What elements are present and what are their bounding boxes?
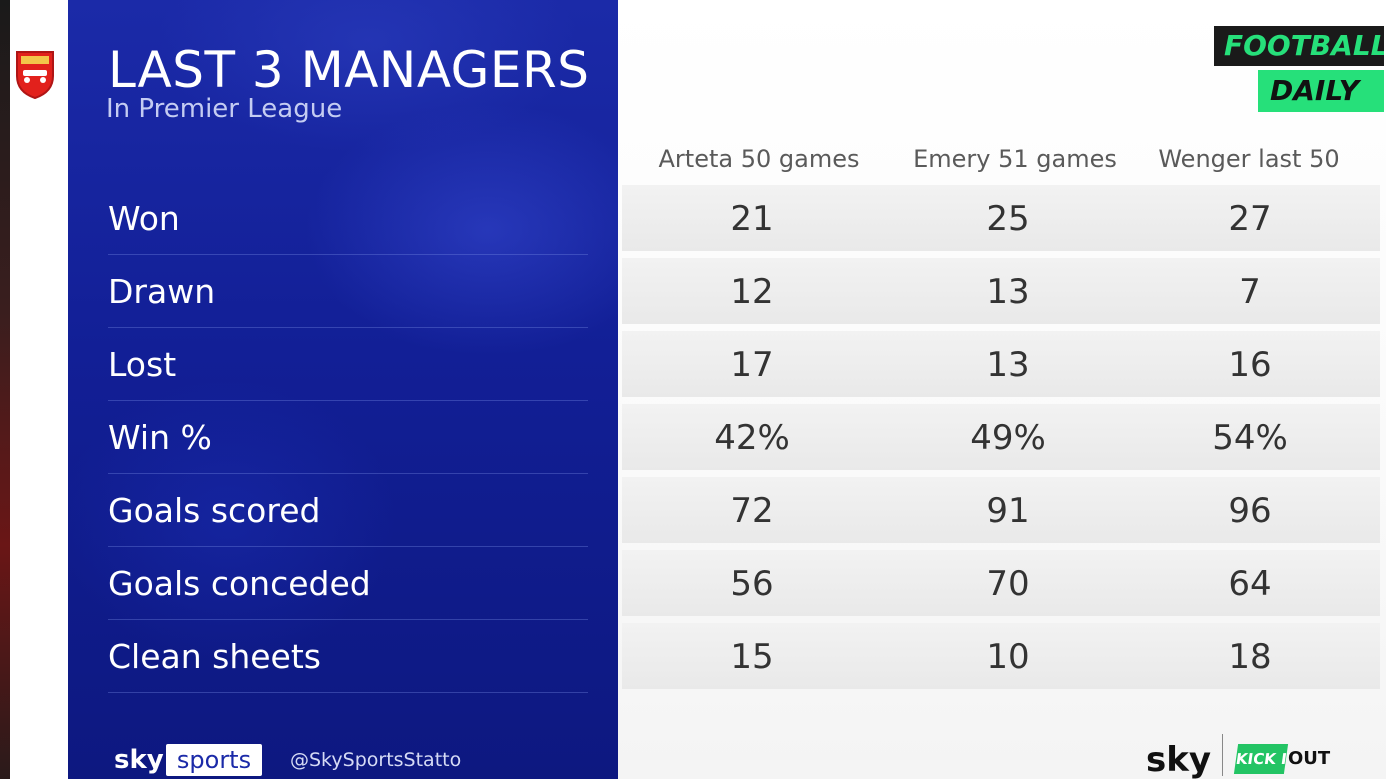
row-divider — [108, 546, 588, 547]
cell-wenger: 27 — [1228, 199, 1272, 239]
kick-it-out-logo: KICK IT OUT — [1233, 740, 1330, 776]
cell-arteta: 72 — [730, 491, 774, 531]
arsenal-crest-icon — [16, 51, 54, 100]
badge-line-2: DAILY — [1258, 70, 1384, 112]
cell-emery: 49% — [970, 418, 1046, 458]
sky-logo: sky — [1146, 740, 1212, 780]
row-band — [622, 477, 1380, 543]
row-label-lost: Lost — [108, 345, 177, 384]
title-panel — [68, 0, 618, 779]
table-row: Won 21 25 27 — [68, 183, 1380, 255]
left-edge-strip — [0, 0, 10, 779]
row-divider — [108, 327, 588, 328]
sky-sports-logo-sports: sports — [166, 744, 262, 776]
row-band — [622, 185, 1380, 251]
row-label-won: Won — [108, 199, 180, 238]
row-band — [622, 550, 1380, 616]
row-label-drawn: Drawn — [108, 272, 216, 311]
badge-line-1: FOOTBALL — [1214, 26, 1384, 66]
cell-arteta: 21 — [730, 199, 774, 239]
kick-it-label: KICK IT — [1233, 744, 1298, 774]
cell-wenger: 7 — [1239, 272, 1261, 312]
row-label-goals-conceded: Goals conceded — [108, 564, 371, 603]
row-label-goals-scored: Goals scored — [108, 491, 321, 530]
row-band — [622, 331, 1380, 397]
cell-emery: 13 — [986, 272, 1030, 312]
cell-emery: 10 — [986, 637, 1030, 677]
row-divider — [108, 400, 588, 401]
cell-emery: 13 — [986, 345, 1030, 385]
twitter-handle: @SkySportsStatto — [290, 749, 462, 771]
cell-emery: 25 — [986, 199, 1030, 239]
sky-sports-logo-sky: sky — [114, 745, 164, 775]
page-subtitle: In Premier League — [106, 94, 343, 124]
page-title: LAST 3 MANAGERS — [108, 41, 590, 99]
column-header-arteta: Arteta 50 games — [658, 145, 860, 173]
cell-arteta: 17 — [730, 345, 774, 385]
cell-arteta: 15 — [730, 637, 774, 677]
out-label: OUT — [1288, 748, 1331, 769]
row-divider — [108, 619, 588, 620]
table-row: Win % 42% 49% 54% — [68, 402, 1380, 474]
logo-separator — [1222, 734, 1223, 776]
football-daily-badge: FOOTBALL DAILY — [1214, 26, 1384, 116]
table-row: Lost 17 13 16 — [68, 329, 1380, 401]
cell-wenger: 18 — [1228, 637, 1272, 677]
row-divider — [108, 254, 588, 255]
row-band — [622, 623, 1380, 689]
cell-arteta: 56 — [730, 564, 774, 604]
row-label-clean-sheets: Clean sheets — [108, 637, 321, 676]
row-band — [622, 258, 1380, 324]
cell-emery: 91 — [986, 491, 1030, 531]
table-row: Drawn 12 13 7 — [68, 256, 1380, 328]
column-header-emery: Emery 51 games — [913, 145, 1117, 173]
cell-emery: 70 — [986, 564, 1030, 604]
table-row: Goals scored 72 91 96 — [68, 475, 1380, 547]
row-divider — [108, 473, 588, 474]
cell-wenger: 96 — [1228, 491, 1272, 531]
row-label-win-percent: Win % — [108, 418, 212, 457]
cell-arteta: 42% — [714, 418, 790, 458]
cell-wenger: 64 — [1228, 564, 1272, 604]
row-band — [622, 404, 1380, 470]
cell-wenger: 54% — [1212, 418, 1288, 458]
cell-arteta: 12 — [730, 272, 774, 312]
cell-wenger: 16 — [1228, 345, 1272, 385]
row-divider — [108, 692, 588, 693]
table-row: Clean sheets 15 10 18 — [68, 621, 1380, 693]
table-row: Goals conceded 56 70 64 — [68, 548, 1380, 620]
column-header-wenger: Wenger last 50 — [1158, 145, 1340, 173]
